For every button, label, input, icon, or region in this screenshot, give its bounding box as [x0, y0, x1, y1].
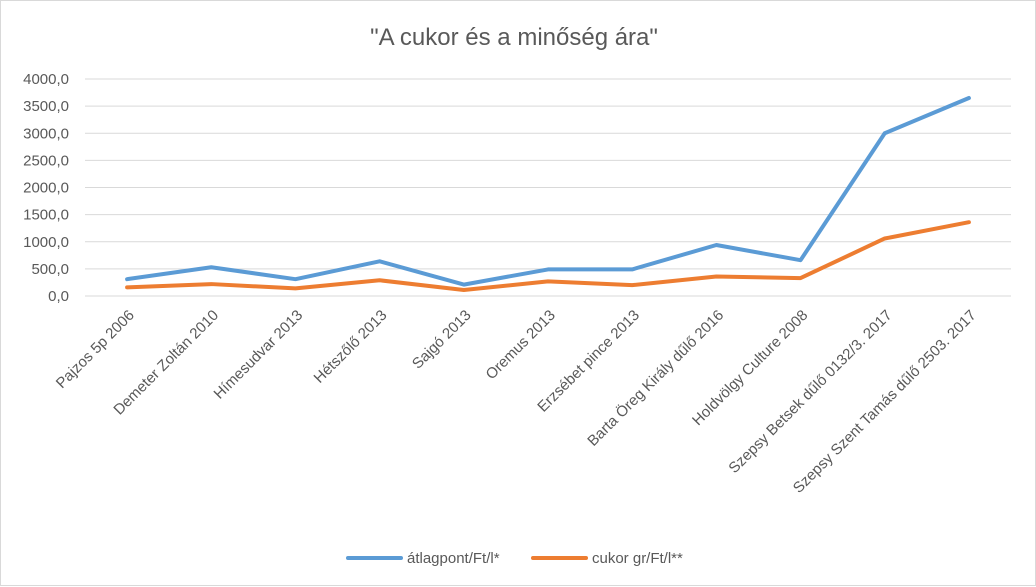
data-point	[210, 266, 212, 268]
y-tick-label: 3500,0	[23, 98, 69, 115]
data-point	[463, 284, 465, 286]
data-point	[968, 221, 970, 223]
y-tick-label: 1000,0	[23, 234, 69, 251]
x-tick-label: Hímesudvar 2013	[211, 307, 307, 403]
x-tick-label: Szepsy Szent Tamás dűlő 2503. 2017	[790, 307, 980, 497]
y-axis-ticks: 0,0 500,0 1000,0 1500,0 2000,0 2500,0 3000,0 35…	[23, 71, 69, 305]
y-tick-label: 3000,0	[23, 125, 69, 142]
data-point	[715, 244, 717, 246]
series-line-2	[125, 220, 971, 293]
x-tick-label: Oremus 2013	[483, 307, 559, 383]
chart-title: "A cukor és a minőség ára"	[370, 24, 658, 51]
data-point	[800, 259, 802, 261]
x-tick-label: Szepsy Betsek dűlő 0132/3. 2017	[725, 307, 895, 477]
data-point	[884, 237, 886, 239]
x-tick-label: Barta Öreg Király dűlő 2016	[584, 306, 728, 450]
legend: átlagpont/Ft/l* cukor gr/Ft/l**	[346, 550, 683, 567]
data-point	[547, 280, 549, 282]
data-point	[210, 283, 212, 285]
data-point	[800, 277, 802, 279]
legend-label: átlagpont/Ft/l*	[407, 550, 500, 567]
data-point	[631, 268, 633, 270]
y-tick-label: 4000,0	[23, 71, 69, 88]
data-point	[294, 278, 296, 280]
data-point	[715, 275, 717, 277]
y-tick-label: 0,0	[48, 288, 69, 305]
y-tick-label: 2500,0	[23, 152, 69, 169]
y-tick-label: 1500,0	[23, 207, 69, 224]
y-tick-label: 500,0	[31, 261, 69, 278]
gridlines	[85, 78, 1011, 297]
data-point	[379, 260, 381, 262]
y-tick-label: 2000,0	[23, 180, 69, 197]
legend-label: cukor gr/Ft/l**	[592, 550, 683, 567]
data-point	[126, 286, 128, 288]
data-point	[884, 132, 886, 134]
data-point	[968, 97, 970, 99]
data-point	[463, 289, 465, 291]
data-point	[379, 279, 381, 281]
x-tick-label: Pajzos 5p 2006	[53, 307, 138, 392]
data-point	[631, 284, 633, 286]
data-point	[547, 268, 549, 270]
x-tick-label: Sajgó 2013	[409, 307, 475, 373]
x-tick-label: Hétszőlő 2013	[311, 307, 391, 387]
data-point	[294, 287, 296, 289]
data-point	[126, 278, 128, 280]
series-lines	[125, 95, 971, 293]
